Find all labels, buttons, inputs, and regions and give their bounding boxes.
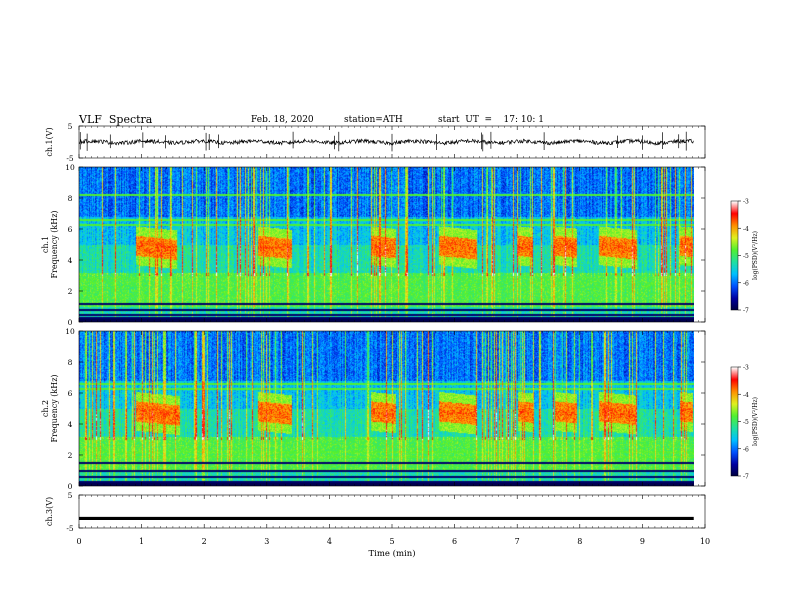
ch1-waveform-trace bbox=[78, 138, 694, 146]
ch2-spectrogram-image bbox=[79, 331, 694, 486]
y-axis-label: ch.2 bbox=[41, 400, 50, 417]
colorbar-tick-label: -4 bbox=[743, 392, 749, 399]
y-tick-label: 4 bbox=[68, 420, 73, 429]
x-tick-label: 7 bbox=[515, 537, 520, 546]
chart-title: VLF Spectra bbox=[79, 113, 153, 126]
x-tick-label: 4 bbox=[327, 537, 332, 546]
x-tick-label: 9 bbox=[640, 537, 645, 546]
y-tick-label: 6 bbox=[68, 389, 73, 398]
colorbar-tick-label: -7 bbox=[743, 308, 749, 315]
colorbar-tick-label: -3 bbox=[743, 365, 749, 372]
x-tick-label: 0 bbox=[76, 537, 81, 546]
y-tick-label: 10 bbox=[65, 327, 75, 336]
x-tick-label: 10 bbox=[700, 537, 710, 546]
date-label: Feb. 18, 2020 bbox=[251, 115, 314, 125]
colorbar-label: log(PSD)(V²/Hz) bbox=[752, 397, 759, 446]
x-tick-label: 2 bbox=[202, 537, 207, 546]
y-tick-label: 0 bbox=[68, 318, 73, 327]
y-tick-label: 2 bbox=[68, 451, 73, 460]
start-ut-label: start UT = 17: 10: 1 bbox=[438, 115, 544, 125]
x-tick-label: 1 bbox=[139, 537, 144, 546]
x-tick-label: 8 bbox=[577, 537, 582, 546]
y-axis-label: Frequency (kHz) bbox=[50, 374, 59, 442]
y-tick-label: 6 bbox=[68, 225, 73, 234]
colorbar-tick-label: -6 bbox=[743, 446, 749, 453]
y-tick-label: 2 bbox=[68, 287, 73, 296]
y-tick-label: 4 bbox=[68, 256, 73, 265]
y-tick-label: -5 bbox=[66, 524, 74, 533]
colorbar-tick-label: -5 bbox=[743, 419, 749, 426]
colorbar-tick-label: -4 bbox=[743, 226, 749, 233]
y-tick-label: 0 bbox=[68, 482, 73, 491]
y-tick-label: 8 bbox=[68, 358, 73, 367]
colorbar-tick-label: -6 bbox=[743, 280, 749, 287]
y-tick-label: 8 bbox=[68, 194, 73, 203]
colorbar-label: log(PSD)(V²/Hz) bbox=[752, 231, 759, 280]
x-tick-label: 3 bbox=[264, 537, 269, 546]
ch1-spectrogram-colorbar bbox=[731, 201, 738, 310]
y-axis-label: Frequency (kHz) bbox=[50, 210, 59, 278]
ch3-waveform-frame bbox=[78, 494, 706, 529]
colorbar-tick-label: -7 bbox=[743, 474, 749, 481]
station-label: station=ATH bbox=[344, 115, 403, 125]
y-tick-label: -5 bbox=[66, 154, 74, 163]
y-axis-label: ch.1(V) bbox=[45, 127, 54, 156]
x-axis-label: Time (min) bbox=[368, 548, 415, 559]
ch1-spectrogram-image bbox=[79, 167, 694, 322]
colorbar-tick-label: -5 bbox=[743, 253, 749, 260]
ch2-spectrogram-colorbar bbox=[731, 367, 738, 476]
y-axis-label: ch.3(V) bbox=[45, 497, 54, 526]
x-tick-label: 5 bbox=[389, 537, 394, 546]
y-axis-label: ch.1 bbox=[41, 236, 50, 253]
y-tick-label: 10 bbox=[65, 163, 75, 172]
y-tick-label: 5 bbox=[68, 491, 73, 500]
y-tick-label: 5 bbox=[68, 122, 73, 131]
x-tick-label: 6 bbox=[452, 537, 457, 546]
colorbar-tick-label: -3 bbox=[743, 199, 749, 206]
